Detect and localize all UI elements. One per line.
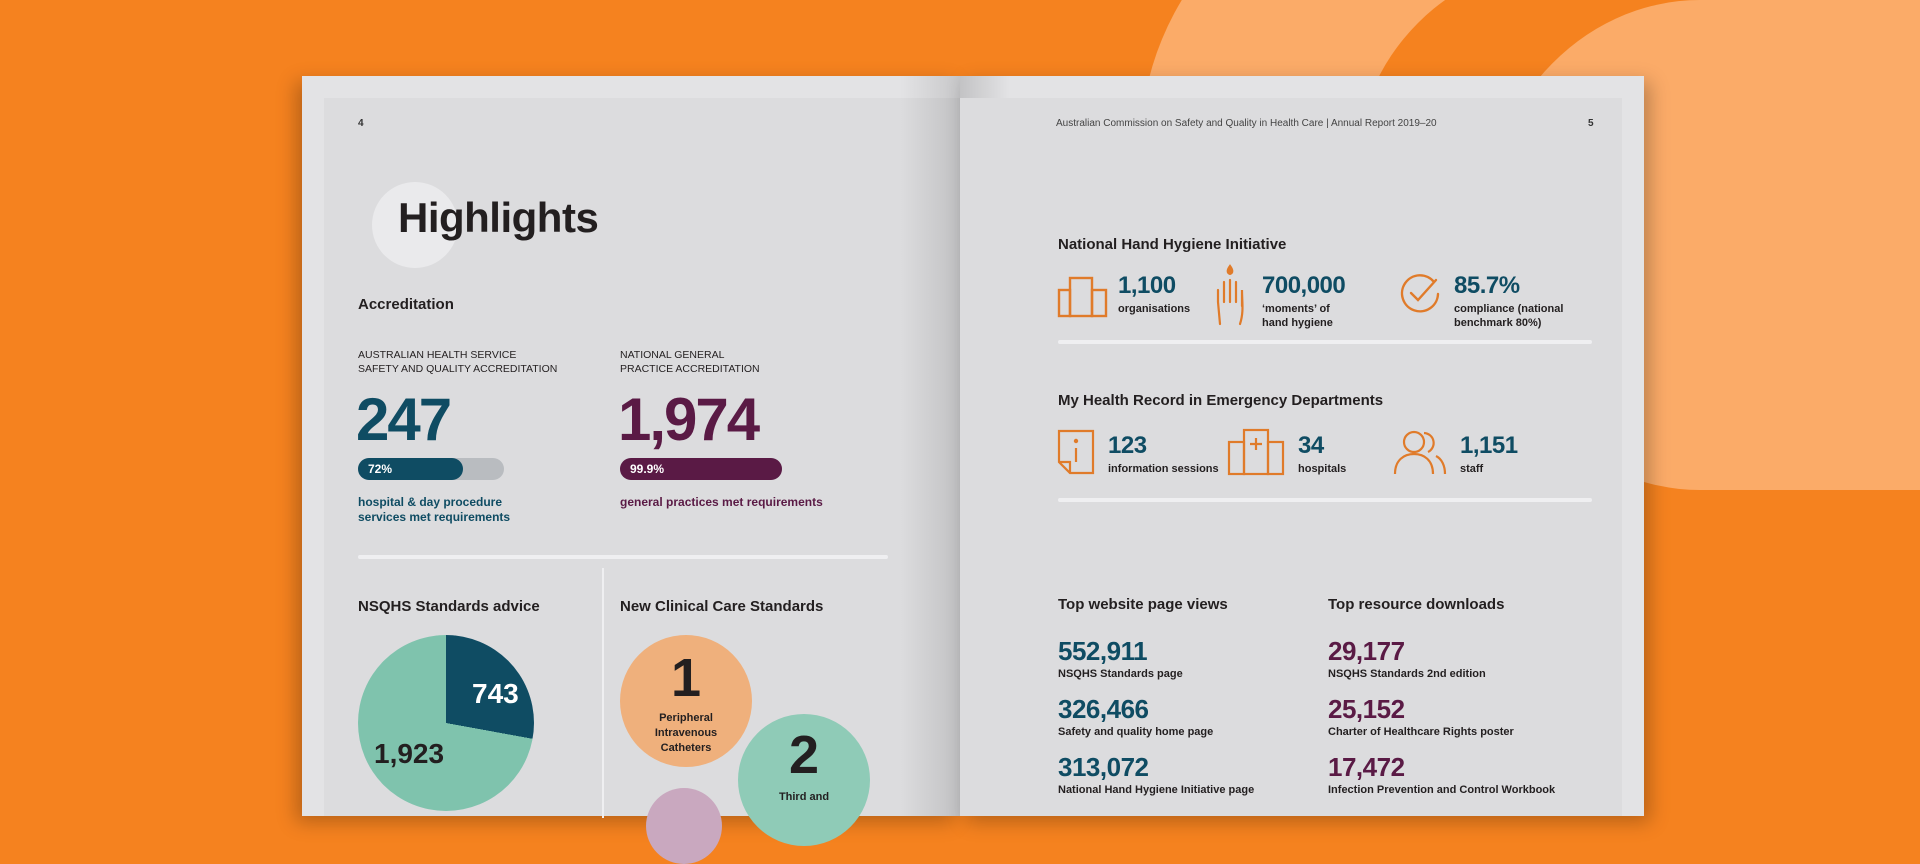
clinical-care-standard-bubble: 1 Peripheral Intravenous Catheters: [620, 635, 752, 767]
download-value: 29,177: [1328, 636, 1405, 666]
accreditation-heading: Accreditation: [358, 296, 454, 313]
hand-hygiene-heading: National Hand Hygiene Initiative: [1058, 236, 1287, 253]
download-label: Infection Prevention and Control Workboo…: [1328, 784, 1556, 796]
health-service-progress-bar: 72%: [358, 458, 504, 480]
stat-value: 34: [1298, 432, 1324, 459]
stat-value: 1,151: [1460, 432, 1518, 459]
progress-fill: 72%: [358, 458, 464, 480]
page-number: 5: [1588, 118, 1594, 129]
page-view-label: NSQHS Standards page: [1058, 668, 1183, 680]
clinical-care-heading: New Clinical Care Standards: [620, 598, 824, 615]
divider: [1058, 340, 1592, 344]
page-view-label: National Hand Hygiene Initiative page: [1058, 784, 1255, 796]
stat-value: 123: [1108, 432, 1147, 459]
health-service-caption: hospital & day procedure services met re…: [358, 495, 511, 524]
divider: [358, 555, 888, 559]
title-circle-decoration: [372, 182, 458, 268]
running-header: Australian Commission on Safety and Qual…: [1056, 118, 1437, 129]
general-practice-value: 1,974: [618, 386, 760, 453]
stat-label: compliance (national benchmark 80%): [1454, 303, 1564, 329]
stat-value: 1,100: [1118, 272, 1176, 299]
general-practice-label: NATIONAL GENERAL PRACTICE ACCREDITATION: [620, 349, 760, 375]
left-page-content: 4 Highlights Accreditation AUSTRALIAN HE…: [324, 98, 960, 864]
page-title: Highlights: [398, 194, 599, 241]
left-page: 4 Highlights Accreditation AUSTRALIAN HE…: [302, 76, 960, 864]
right-page: Australian Commission on Safety and Qual…: [960, 76, 1644, 816]
progress-fill: 99.9%: [620, 458, 782, 480]
hand-icon: [1216, 264, 1244, 326]
downloads-heading: Top resource downloads: [1328, 596, 1505, 613]
buildings-icon: [1057, 276, 1108, 318]
page-view-value: 552,911: [1058, 636, 1148, 666]
stat-label: staff: [1460, 463, 1484, 475]
people-icon: [1393, 430, 1447, 475]
standard-label: Peripheral Intravenous Catheters: [654, 712, 718, 754]
divider: [602, 568, 604, 818]
check-circle-icon: [1400, 274, 1440, 313]
pie-slice-label: 1,923: [374, 738, 445, 769]
general-practice-progress-bar: 99.9%: [620, 458, 782, 480]
download-label: NSQHS Standards 2nd edition: [1328, 668, 1486, 680]
clinical-care-standard-bubble: 2 Third and: [738, 714, 870, 846]
page-number: 4: [358, 118, 364, 129]
clinical-care-standard-bubble: [646, 788, 722, 864]
info-document-icon: [1057, 429, 1095, 475]
nsqhs-pie-chart: [358, 635, 534, 811]
health-service-label: AUSTRALIAN HEALTH SERVICE SAFETY AND QUA…: [358, 349, 558, 375]
download-label: Charter of Healthcare Rights poster: [1328, 726, 1514, 738]
page-view-value: 326,466: [1058, 694, 1149, 724]
stat-label: ‘moments’ of hand hygiene: [1262, 303, 1333, 329]
page-view-value: 313,072: [1058, 752, 1149, 782]
divider: [1058, 498, 1592, 502]
right-page-content: Australian Commission on Safety and Qual…: [960, 98, 1622, 816]
open-report-booklet: 4 Highlights Accreditation AUSTRALIAN HE…: [302, 76, 1644, 864]
stat-label: organisations: [1118, 303, 1191, 315]
nsqhs-heading: NSQHS Standards advice: [358, 598, 540, 615]
health-service-value: 247: [356, 386, 452, 453]
standard-number: 2: [788, 725, 820, 785]
standard-label: Third and: [778, 791, 830, 803]
hospital-icon: [1227, 428, 1285, 476]
pie-slice-label: 743: [472, 678, 519, 709]
download-value: 25,152: [1328, 694, 1405, 724]
page-view-label: Safety and quality home page: [1058, 726, 1214, 738]
my-health-record-heading: My Health Record in Emergency Department…: [1058, 392, 1384, 409]
general-practice-caption: general practices met requirements: [620, 495, 823, 509]
stat-label: information sessions: [1108, 463, 1219, 475]
stat-label: hospitals: [1298, 463, 1347, 475]
standard-number: 1: [670, 648, 702, 708]
download-value: 17,472: [1328, 752, 1405, 782]
stat-value: 85.7%: [1454, 272, 1520, 299]
page-views-heading: Top website page views: [1058, 596, 1228, 613]
stat-value: 700,000: [1262, 272, 1346, 299]
